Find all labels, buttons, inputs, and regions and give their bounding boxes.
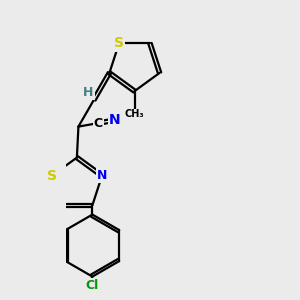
Text: CH₃: CH₃ bbox=[125, 110, 144, 119]
Text: H: H bbox=[83, 86, 94, 99]
Text: C: C bbox=[94, 117, 103, 130]
Text: N: N bbox=[109, 113, 121, 127]
Text: N: N bbox=[97, 169, 107, 182]
Text: S: S bbox=[114, 36, 124, 50]
Text: Cl: Cl bbox=[86, 279, 99, 292]
Text: S: S bbox=[47, 169, 57, 183]
